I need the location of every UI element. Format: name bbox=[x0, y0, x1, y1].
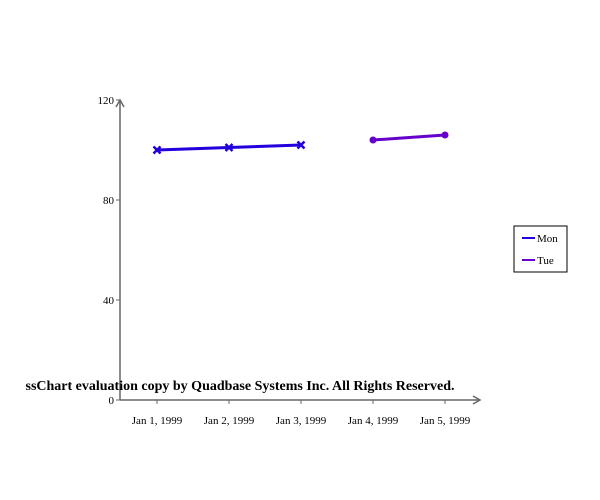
y-tick-label: 80 bbox=[103, 195, 115, 207]
plot-area bbox=[152, 131, 449, 155]
series-mon bbox=[152, 140, 306, 155]
data-point bbox=[296, 140, 306, 150]
x-axis-arrow bbox=[472, 395, 482, 405]
watermark-text: ssChart evaluation copy by Quadbase Syst… bbox=[26, 379, 455, 394]
y-axis-ticks: 0 40 80 120 bbox=[98, 95, 120, 407]
chart-axes bbox=[115, 98, 482, 405]
x-tick-label: Jan 3, 1999 bbox=[276, 415, 327, 427]
x-axis-ticks: Jan 1, 1999 Jan 2, 1999 Jan 3, 1999 Jan 4, … bbox=[132, 400, 471, 427]
data-point bbox=[152, 145, 162, 155]
legend-label: Mon bbox=[537, 233, 558, 245]
x-tick-label: Jan 4, 1999 bbox=[348, 415, 399, 427]
legend-label: Tue bbox=[537, 255, 554, 267]
data-point bbox=[369, 136, 377, 144]
x-tick-label: Jan 2, 1999 bbox=[204, 415, 255, 427]
y-tick-label: 40 bbox=[103, 295, 115, 307]
y-tick-label: 120 bbox=[98, 95, 115, 107]
series-tue bbox=[369, 131, 449, 144]
data-point bbox=[441, 131, 449, 139]
legend-box bbox=[513, 225, 568, 273]
x-tick-label: Jan 1, 1999 bbox=[132, 415, 183, 427]
x-tick-label: Jan 5, 1999 bbox=[420, 415, 471, 427]
data-point bbox=[224, 143, 234, 152]
series-line bbox=[372, 133, 446, 142]
y-tick-label: 0 bbox=[109, 395, 115, 407]
legend: Mon Tue bbox=[513, 225, 568, 273]
